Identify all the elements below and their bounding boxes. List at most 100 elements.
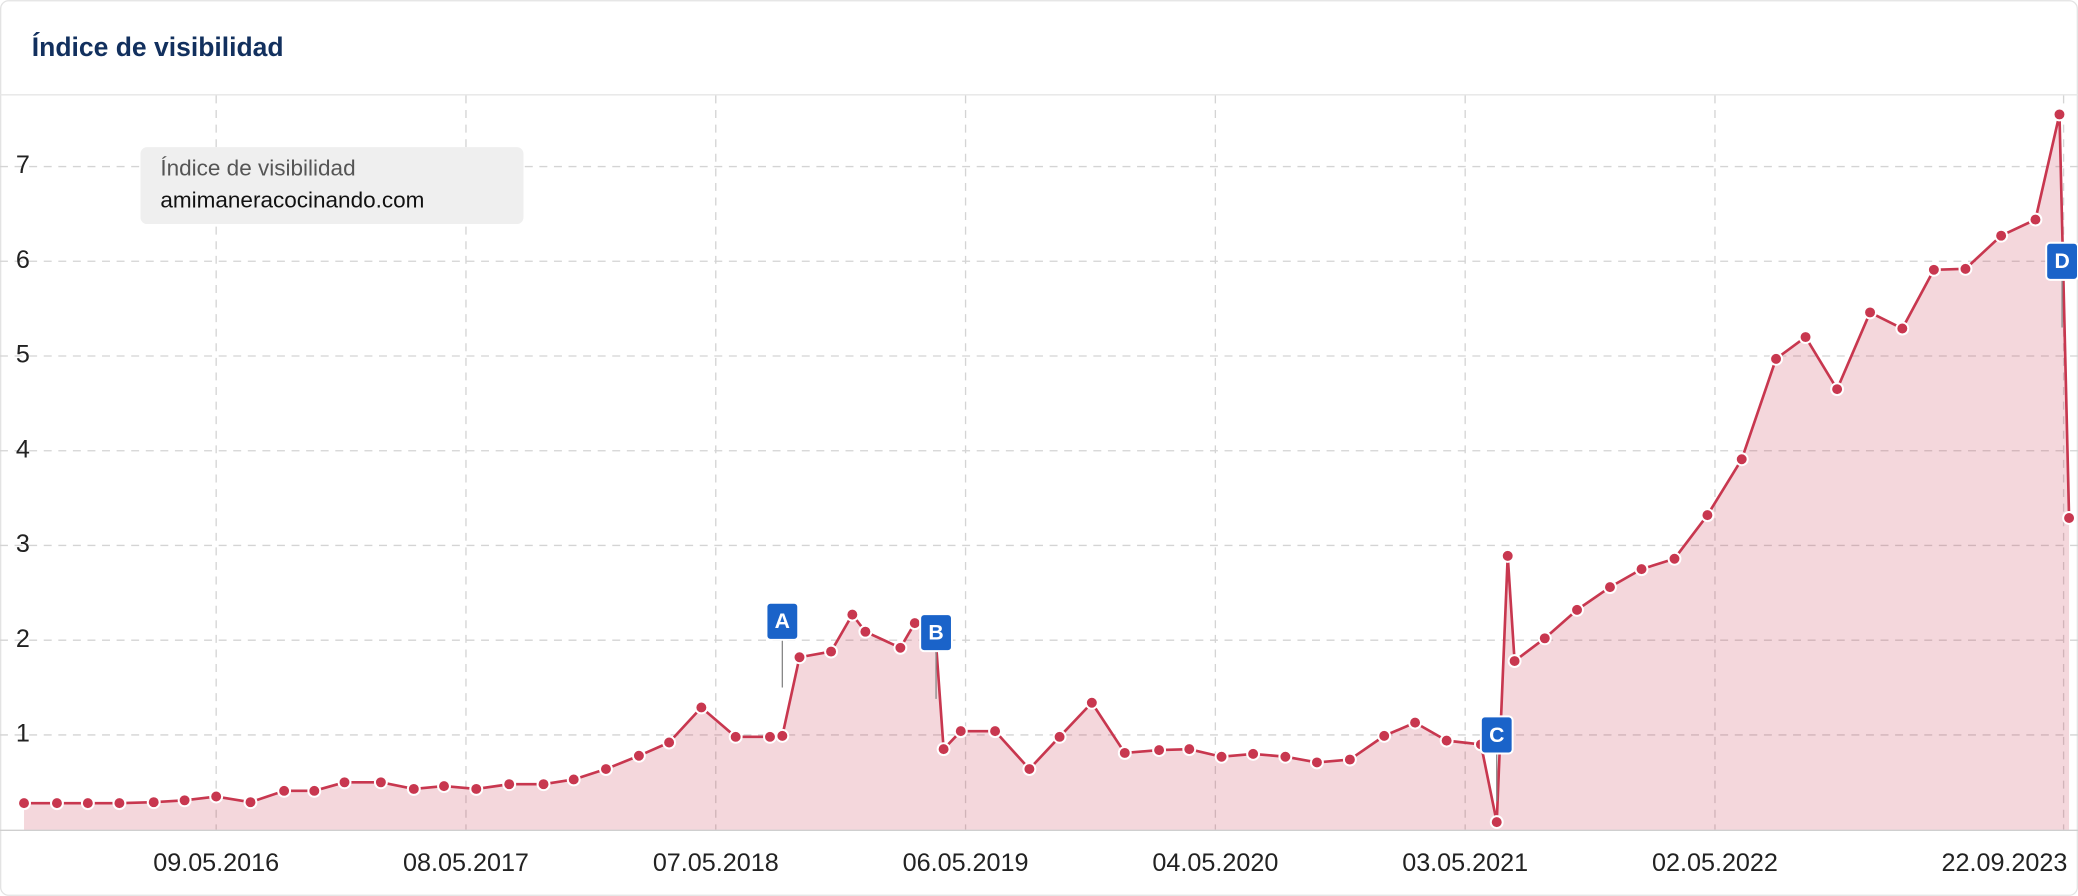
event-flag: [765, 601, 800, 641]
overlay: Índice de visibilidad amimaneracocinando…: [16, 147, 2078, 877]
y-tick-label: 4: [16, 435, 30, 463]
point: [1798, 330, 1813, 345]
event-flag: [1479, 715, 1514, 755]
point: [988, 724, 1003, 739]
x-tick-label: 22.09.2023: [1941, 849, 2067, 877]
y-tick-label: 1: [16, 720, 30, 748]
point: [406, 781, 421, 796]
point: [1769, 351, 1784, 366]
point: [1830, 382, 1845, 397]
point: [1734, 452, 1749, 467]
y-tick-label: 3: [16, 530, 30, 558]
point: [1863, 305, 1878, 320]
y-tick-label: 6: [16, 246, 30, 274]
event-label: B: [928, 622, 943, 645]
point: [845, 607, 860, 622]
point: [1214, 749, 1229, 764]
event-flag: [2045, 241, 2078, 281]
point: [1439, 733, 1454, 748]
point: [2028, 212, 2043, 227]
point: [1408, 715, 1423, 730]
event-flag: [919, 613, 953, 653]
point: [566, 772, 581, 787]
point: [1958, 261, 1973, 276]
point: [1152, 743, 1167, 758]
point: [307, 783, 322, 798]
point: [2052, 107, 2067, 122]
point: [936, 742, 951, 757]
point: [907, 616, 922, 631]
point: [1022, 762, 1037, 777]
point: [1570, 602, 1584, 617]
y-tick-label: 7: [16, 151, 30, 179]
area: [24, 114, 2070, 830]
point: [2062, 511, 2077, 525]
point: [953, 724, 968, 739]
point: [1278, 749, 1293, 764]
legend-box: [140, 147, 524, 225]
point: [1895, 321, 1910, 336]
x-tick-label: 07.05.2018: [653, 849, 779, 877]
point: [728, 729, 743, 744]
point: [373, 775, 388, 790]
point: [469, 781, 484, 796]
point: [536, 777, 551, 792]
point: [243, 795, 258, 810]
point: [1500, 548, 1515, 563]
x-tick-label: 08.05.2017: [403, 849, 529, 877]
event-label: A: [775, 610, 790, 633]
y-tick-label: 2: [16, 625, 30, 653]
point: [1994, 228, 2009, 243]
point: [893, 640, 908, 655]
point: [1489, 815, 1504, 830]
point: [1377, 728, 1392, 743]
x-tick-label: 04.05.2020: [1152, 849, 1278, 877]
point: [277, 783, 292, 798]
point: [1634, 562, 1649, 577]
point: [1309, 755, 1324, 770]
x-tick-label: 02.05.2022: [1652, 849, 1778, 877]
y-tick-label: 5: [16, 341, 30, 369]
event-label: D: [2054, 250, 2069, 273]
point: [80, 796, 95, 811]
x-tick-label: 06.05.2019: [903, 849, 1029, 877]
point: [502, 777, 517, 792]
point: [209, 789, 224, 804]
point: [1537, 631, 1552, 646]
point: [824, 644, 839, 659]
point: [1507, 654, 1522, 669]
plot: [17, 107, 2077, 830]
point: [1246, 746, 1261, 761]
point: [599, 762, 613, 777]
point: [437, 779, 451, 794]
point: [146, 795, 161, 810]
x-tick-label: 09.05.2016: [153, 849, 279, 877]
point: [17, 796, 31, 811]
point: [792, 650, 807, 665]
point: [1117, 745, 1132, 760]
point: [177, 793, 192, 808]
point: [763, 729, 777, 744]
point: [662, 735, 677, 750]
point: [631, 748, 646, 763]
point: [1700, 508, 1715, 523]
point: [694, 700, 709, 715]
legend-title: Índice de visibilidad: [160, 156, 355, 181]
point: [112, 796, 127, 811]
x-tick-label: 03.05.2021: [1402, 849, 1528, 877]
chart-title: Índice de visibilidad: [32, 32, 284, 62]
point: [1052, 729, 1067, 744]
point: [1342, 752, 1357, 767]
point: [1084, 695, 1099, 710]
event-label: C: [1489, 724, 1504, 747]
point: [50, 796, 64, 811]
point: [1667, 551, 1682, 566]
point: [1926, 262, 1941, 277]
point: [858, 624, 873, 639]
legend-entry: amimaneracocinando.com: [160, 187, 424, 212]
point: [1603, 580, 1617, 595]
grid: [0, 95, 2078, 831]
point: [337, 775, 352, 790]
